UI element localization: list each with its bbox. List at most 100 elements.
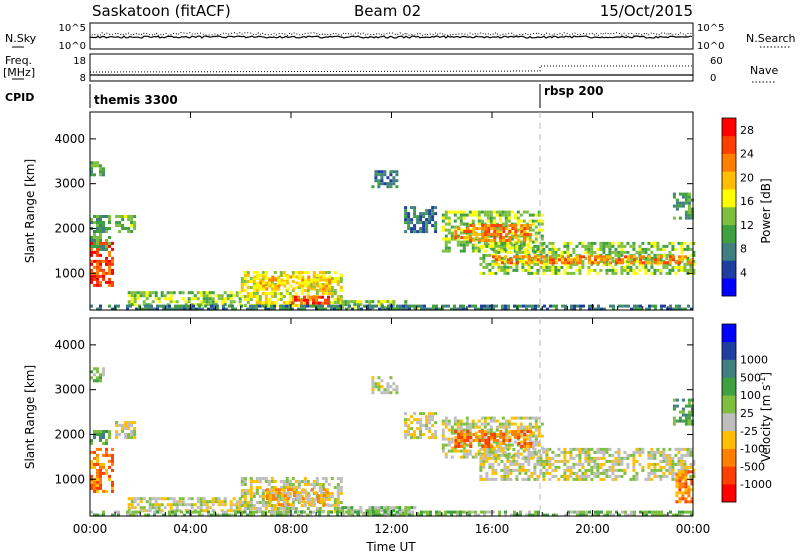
data-cell — [99, 373, 102, 377]
data-cell — [494, 468, 498, 472]
data-cell — [459, 231, 463, 235]
data-cell — [614, 268, 618, 272]
data-cell — [581, 450, 585, 454]
data-cell — [587, 265, 591, 269]
data-cell — [154, 497, 158, 501]
data-cell — [425, 424, 429, 428]
data-cell — [407, 506, 411, 510]
data-cell — [339, 489, 343, 492]
data-cell — [477, 452, 481, 456]
data-cell — [428, 421, 432, 425]
data-cell — [96, 376, 99, 380]
data-cell — [687, 198, 691, 202]
data-cell — [534, 440, 538, 444]
data-cell — [686, 262, 690, 266]
data-cell — [477, 219, 481, 223]
data-cell — [498, 216, 502, 220]
data-cell — [327, 295, 330, 299]
data-cell — [124, 215, 128, 218]
data-cell — [309, 304, 312, 308]
colorbar-tick-label: 24 — [740, 148, 754, 161]
freq-frame — [89, 53, 694, 82]
data-cell — [450, 307, 453, 311]
data-cell — [684, 510, 687, 514]
data-cell — [294, 286, 298, 289]
data-cell — [507, 419, 511, 423]
data-cell — [514, 233, 518, 236]
colorbar-swatch — [722, 430, 736, 449]
data-cell — [306, 480, 310, 483]
data-cell — [280, 488, 284, 492]
data-cell — [515, 256, 519, 260]
data-cell — [405, 304, 408, 308]
data-cell — [105, 468, 108, 472]
data-cell — [531, 219, 535, 223]
data-cell — [488, 456, 492, 460]
data-cell — [558, 258, 561, 262]
data-cell — [404, 412, 408, 416]
data-cell — [447, 443, 451, 447]
data-cell — [93, 367, 96, 371]
data-cell — [647, 465, 651, 469]
data-cell — [484, 227, 488, 230]
data-cell — [457, 227, 461, 230]
data-cell — [513, 246, 517, 250]
data-cell — [623, 259, 627, 263]
data-cell — [477, 210, 481, 214]
data-cell — [654, 304, 657, 308]
data-cell — [557, 268, 561, 272]
data-cell — [165, 307, 168, 311]
data-cell — [111, 468, 114, 472]
data-cell — [312, 304, 315, 308]
data-cell — [659, 268, 663, 272]
data-cell — [523, 224, 527, 227]
data-cell — [115, 421, 119, 424]
data-cell — [321, 477, 325, 480]
data-cell — [292, 494, 296, 498]
data-cell — [255, 298, 259, 301]
data-cell — [163, 497, 167, 501]
data-cell — [531, 431, 535, 435]
data-cell — [133, 436, 137, 439]
data-cell — [444, 237, 448, 241]
data-cell — [258, 295, 262, 298]
data-cell — [396, 510, 399, 514]
data-cell — [291, 501, 295, 504]
data-cell — [675, 204, 679, 208]
data-cell — [456, 210, 460, 214]
data-cell — [656, 462, 660, 466]
data-cell — [501, 213, 505, 217]
data-cell — [422, 212, 426, 216]
data-cell — [207, 510, 210, 514]
data-cell — [687, 491, 691, 495]
data-cell — [223, 497, 227, 501]
data-cell — [102, 510, 105, 514]
data-cell — [325, 488, 329, 492]
data-cell — [344, 506, 348, 510]
data-cell — [93, 230, 96, 233]
data-cell — [575, 447, 579, 451]
data-cell — [133, 427, 137, 430]
data-cell — [135, 307, 138, 311]
data-cell — [602, 462, 606, 466]
data-cell — [301, 275, 305, 279]
data-cell — [680, 250, 684, 254]
data-cell — [527, 477, 531, 481]
data-cell — [183, 304, 186, 308]
data-cell — [524, 262, 528, 266]
data-cell — [463, 439, 467, 442]
data-cell — [551, 450, 555, 454]
data-cell — [475, 233, 479, 236]
data-cell — [419, 436, 423, 440]
data-cell — [450, 437, 454, 441]
data-cell — [90, 274, 93, 278]
data-cell — [504, 428, 508, 432]
data-cell — [229, 509, 233, 513]
data-cell — [330, 504, 334, 507]
data-cell — [516, 261, 519, 265]
data-cell — [653, 453, 657, 457]
data-cell — [542, 465, 546, 469]
data-cell — [587, 474, 591, 478]
data-cell — [524, 471, 528, 475]
data-cell — [593, 241, 597, 245]
